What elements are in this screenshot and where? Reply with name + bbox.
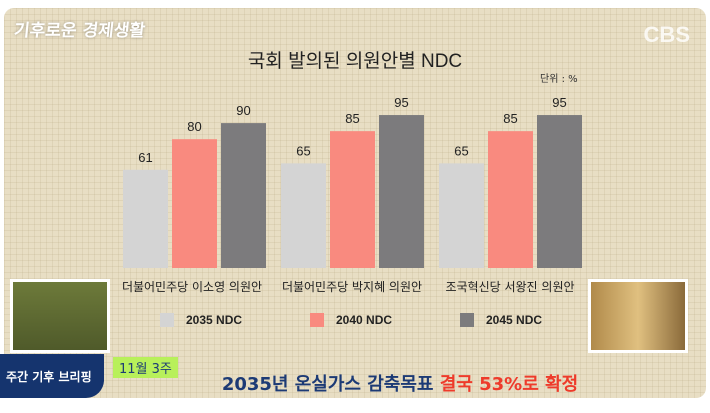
bar [330,131,375,268]
bar [221,123,266,268]
bar [379,115,424,268]
bar [488,131,533,268]
unit-label: 단위 : % [540,74,578,85]
segment-badge: 주간 기후 브리핑 [0,354,104,398]
data-label: 85 [503,111,517,126]
bar [172,139,217,268]
legend-item: 2035 NDC [160,313,242,327]
channel-logo: CBS [643,22,690,47]
category-label: 조국혁신당 서왕진 의원안 [445,280,575,294]
data-label: 85 [345,111,359,126]
category-label: 더불어민주당 박지혜 의원안 [281,280,423,294]
data-label: 65 [296,143,310,158]
legend-swatch [460,313,474,327]
data-label: 90 [236,103,250,118]
legend-item: 2040 NDC [310,313,392,327]
data-label: 95 [394,95,408,110]
headline: 2035년 온실가스 감축목표 결국 53%로 확정 [221,374,579,395]
bar [439,163,484,268]
legend-item: 2045 NDC [460,313,542,327]
legend-swatch [160,313,174,327]
host-camera-feed [10,279,110,353]
data-label: 80 [187,119,201,134]
data-label: 95 [552,95,566,110]
week-tag: 11월 3주 [113,357,178,378]
data-label: 65 [454,143,468,158]
legend-swatch [310,313,324,327]
category-label: 더불어민주당 이소영 의원안 [121,280,263,294]
bar [281,163,326,268]
bar [123,169,168,268]
bar [537,115,582,268]
data-label: 61 [138,150,152,165]
chart-title: 국회 발의된 의원안별 NDC [247,51,463,72]
guest-camera-feed [588,279,688,353]
